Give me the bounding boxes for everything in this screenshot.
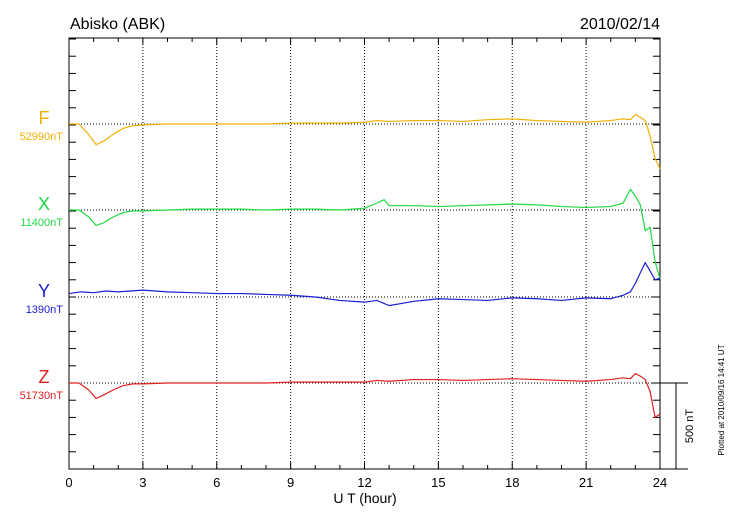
scale-bar: 500 nT (660, 382, 696, 470)
series-baseline-y: 1390nT (26, 304, 64, 316)
series-name-y: Y (38, 281, 50, 301)
series-line-x (69, 188, 661, 279)
series-baseline-z: 51730nT (20, 390, 64, 402)
x-tick-label: 6 (213, 475, 220, 490)
series-labels: F 52990nT X 11400nT Y 1390nT Z 51730nT (20, 108, 64, 402)
chart-title: Abisko (ABK) (70, 16, 165, 33)
scale-label: 500 nT (684, 409, 696, 444)
series-name-x: X (38, 194, 50, 214)
x-tick-label: 3 (139, 475, 146, 490)
x-tick-label: 21 (579, 475, 593, 490)
series-name-f: F (39, 108, 50, 128)
x-tick-label: 0 (65, 475, 72, 490)
x-tick-label: 18 (505, 475, 519, 490)
baselines (69, 123, 660, 384)
plotted-note: Plotted at 2010/09/16 14:41 UT (717, 344, 726, 455)
series-line-z (69, 372, 661, 418)
x-ticks: 0 3 6 9 12 15 18 21 24 (65, 38, 667, 490)
series-baseline-f: 52990nT (20, 131, 64, 143)
series-line-y (68, 262, 661, 307)
series-lines (68, 113, 661, 418)
x-axis-label: U T (hour) (333, 490, 396, 506)
series-name-z: Z (39, 367, 50, 387)
x-tick-label: 24 (653, 475, 667, 490)
x-tick-label: 15 (431, 475, 445, 490)
chart-date: 2010/02/14 (580, 16, 660, 33)
series-line-f (69, 113, 661, 169)
x-tick-label: 12 (357, 475, 371, 490)
series-baseline-x: 11400nT (20, 217, 63, 229)
x-tick-label: 9 (287, 475, 294, 490)
